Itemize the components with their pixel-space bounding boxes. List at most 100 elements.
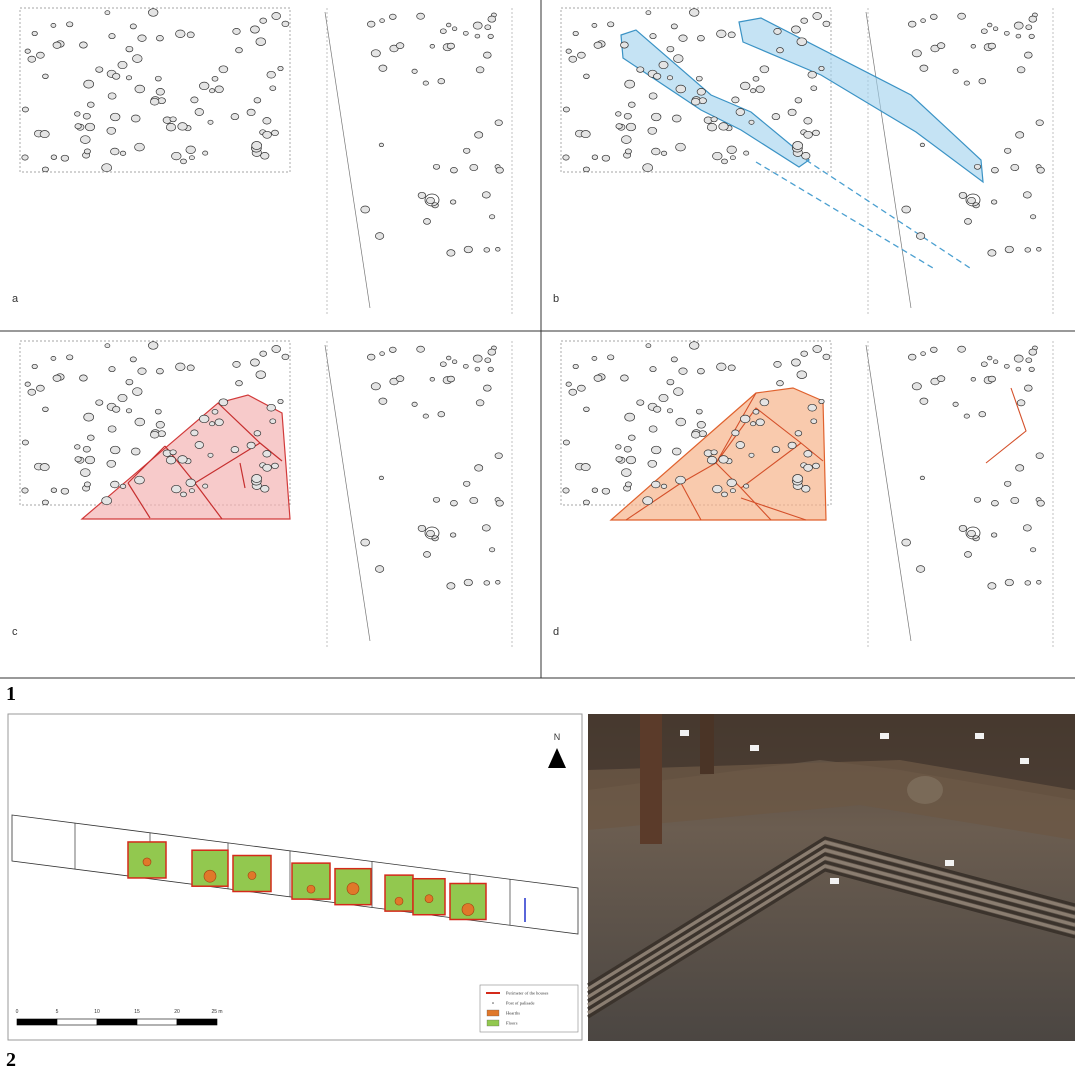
post [129, 356, 137, 363]
post [583, 406, 590, 412]
post [487, 348, 497, 356]
section-edge [324, 11, 371, 309]
post [154, 75, 162, 82]
post [803, 130, 813, 139]
post [776, 380, 784, 387]
post [908, 20, 917, 28]
post [755, 85, 765, 94]
post [483, 247, 491, 253]
post [1015, 131, 1025, 139]
post [83, 148, 91, 155]
alignment-projection [805, 159, 974, 271]
pit [965, 526, 981, 540]
post [155, 88, 165, 96]
post [495, 580, 501, 585]
post [670, 23, 678, 30]
post [987, 582, 997, 590]
legend-label: Hearths [506, 1011, 520, 1016]
post [658, 393, 669, 403]
post [930, 346, 938, 353]
scale-bar: 0 5 10 15 20 25 m [16, 1009, 223, 1026]
post [803, 450, 813, 458]
post [495, 166, 504, 174]
post [695, 75, 703, 82]
post [194, 441, 204, 449]
post [375, 565, 385, 573]
post [74, 123, 82, 130]
post [446, 22, 452, 28]
post [199, 414, 210, 424]
houses [127, 841, 487, 921]
post [990, 532, 998, 538]
alignment-projection [755, 161, 934, 269]
post [812, 129, 820, 137]
post [901, 538, 911, 547]
post [370, 49, 381, 58]
post [190, 96, 199, 104]
post [911, 382, 922, 391]
post [689, 8, 700, 17]
post [450, 500, 458, 507]
post [80, 135, 91, 144]
post [658, 60, 669, 70]
post [666, 378, 675, 386]
post [987, 249, 997, 257]
post [987, 42, 996, 50]
section-edge [865, 344, 912, 642]
post [246, 108, 256, 117]
post [759, 65, 770, 74]
post [696, 88, 706, 96]
post [651, 112, 662, 122]
part-label: 2 [6, 1049, 16, 1071]
excavation-area [19, 7, 291, 173]
post [106, 126, 117, 135]
post [218, 398, 229, 407]
post [624, 481, 632, 488]
post [104, 343, 111, 349]
post [487, 366, 494, 372]
post [591, 23, 598, 28]
post [251, 141, 263, 150]
post [230, 446, 240, 454]
post [39, 130, 50, 139]
post [148, 8, 159, 17]
post [593, 41, 603, 49]
post [271, 129, 279, 137]
post [1013, 354, 1024, 363]
post [1004, 245, 1014, 254]
post [967, 529, 976, 538]
post [416, 345, 425, 353]
post [920, 351, 926, 356]
post [472, 354, 483, 363]
post [712, 484, 723, 494]
post [207, 452, 214, 458]
house-wall [127, 402, 283, 520]
post [562, 154, 570, 161]
panel: c [12, 340, 513, 648]
post [1028, 15, 1038, 23]
post [79, 374, 88, 382]
post [117, 393, 128, 403]
post [411, 68, 418, 74]
photo [587, 714, 1075, 1041]
post [649, 366, 657, 373]
post [601, 487, 611, 495]
post [973, 163, 982, 170]
post [417, 524, 427, 532]
stake [700, 714, 714, 774]
scale-segment [176, 1018, 218, 1026]
post [101, 163, 113, 173]
post [812, 345, 822, 353]
scale-segment [56, 1018, 98, 1026]
panel: a [12, 7, 513, 315]
post [469, 163, 479, 172]
post [675, 84, 687, 94]
scale-label: 5 [56, 1009, 59, 1015]
post [1024, 580, 1032, 586]
post [416, 12, 425, 20]
section-edge [865, 11, 912, 309]
post [729, 488, 736, 494]
post [177, 122, 188, 131]
post [83, 412, 95, 422]
